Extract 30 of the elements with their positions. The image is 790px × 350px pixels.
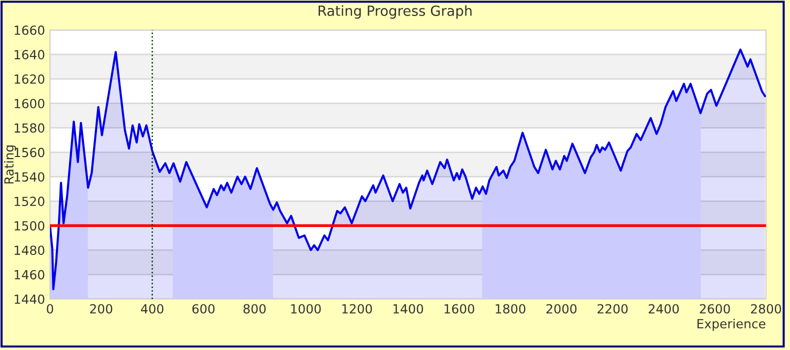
x-tick-label: 1200 — [342, 304, 372, 314]
x-tick-label: 600 — [192, 304, 215, 314]
y-tick-label: 1580 — [14, 123, 44, 133]
chart-title: Rating Progress Graph — [318, 5, 472, 19]
y-tick-label: 1660 — [14, 25, 44, 35]
x-tick-label: 1600 — [444, 304, 474, 314]
y-tick-label: 1520 — [14, 196, 44, 206]
y-tick-label: 1540 — [14, 172, 44, 182]
y-tick-label: 1440 — [14, 294, 44, 304]
y-tick-label: 1620 — [14, 74, 44, 84]
x-tick-label: 1400 — [393, 304, 424, 314]
x-tick-label: 400 — [140, 304, 164, 314]
x-tick-label: 2000 — [546, 304, 577, 314]
y-axis-title: Rating — [4, 145, 16, 184]
y-tick-label: 1640 — [14, 50, 44, 60]
x-axis-title: Experience — [698, 318, 766, 331]
y-tick-label: 1480 — [14, 246, 44, 256]
x-tick-label: 1000 — [291, 304, 321, 314]
y-tick-label: 1500 — [14, 221, 44, 231]
x-tick-label: 0 — [46, 304, 54, 314]
x-tick-label: 2400 — [648, 304, 679, 314]
x-tick-label: 2200 — [598, 304, 628, 314]
x-tick-label: 800 — [243, 304, 266, 314]
x-tick-label: 1800 — [496, 304, 526, 314]
x-tick-label: 2600 — [700, 304, 730, 314]
y-tick-label: 1600 — [14, 98, 44, 108]
y-tick-label: 1560 — [14, 148, 44, 158]
x-tick-label: 200 — [90, 304, 112, 314]
y-tick-label: 1460 — [14, 270, 44, 280]
x-tick-label: 2800 — [751, 304, 782, 314]
